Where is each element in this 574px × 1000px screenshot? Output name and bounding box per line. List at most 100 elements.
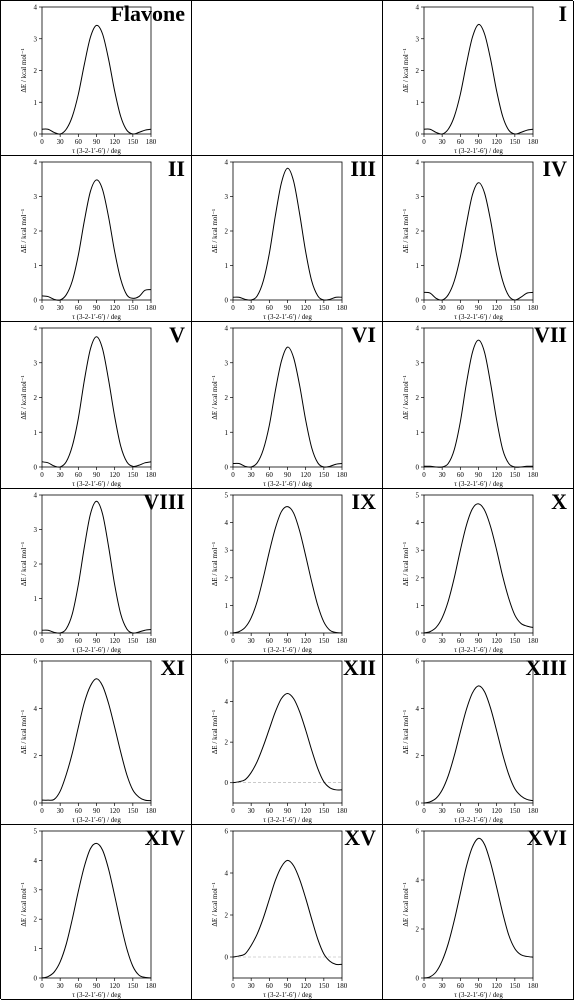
x-tick-label: 30 [439,637,447,645]
y-tick-label: 4 [416,877,420,885]
y-axis-label: ΔE / kcal mol⁻¹ [402,542,410,586]
x-tick-label: 120 [300,304,311,312]
y-tick-label: 2 [34,394,38,402]
chart-panel [192,1,383,156]
panel-label: XVI [526,825,567,850]
x-tick-label: 120 [491,982,502,990]
y-tick-label: 1 [34,595,38,603]
y-axis-label: ΔE / kcal mol⁻¹ [20,882,28,926]
y-tick-label: 0 [225,954,229,962]
x-tick-label: 120 [491,807,502,815]
chart-svg: 0 1 2 3 4 5 0 30 60 90 120 150 180 τ (3-2-1′-6′) / de… [20,828,157,1000]
y-axis-label: ΔE / kcal mol⁻¹ [20,542,28,586]
y-tick-label: 2 [416,752,420,760]
energy-curve [232,859,343,966]
x-tick-label: 0 [40,138,44,146]
x-tick-label: 30 [439,304,447,312]
x-axis-label: τ (3-2-1′-6′) / deg [454,816,503,824]
chart-panel: 0 1 2 3 4 5 0 30 60 90 120 150 180 τ (3-2-1′-6′) / de… [192,489,383,655]
x-tick-label: 0 [40,807,44,815]
y-tick-label: 1 [225,602,229,610]
y-tick-label: 3 [34,886,38,894]
y-axis-label: ΔE / kcal mol⁻¹ [402,882,410,926]
x-tick-label: 0 [231,637,235,645]
panel-label: XIV [144,825,185,850]
energy-curve [423,23,534,135]
x-tick-label: 90 [93,304,101,312]
x-tick-label: 60 [266,304,274,312]
plot-frame [423,327,534,468]
x-tick-label: 150 [319,982,330,990]
x-tick-label: 60 [75,637,83,645]
x-tick-label: 0 [422,637,426,645]
x-axis-label: τ (3-2-1′-6′) / deg [263,480,312,488]
x-tick-label: 60 [457,471,465,479]
y-tick-label: 2 [34,752,38,760]
chart-svg: 0 1 2 3 4 0 30 60 90 120 150 180 τ (3-2-1′-6′) / deg… [211,159,348,322]
x-tick-label: 150 [128,471,139,479]
x-tick-label: 0 [231,807,235,815]
chart-panel: 0 2 4 6 0 30 60 90 120 150 180 τ (3-2-1′-6′) / deg Δ… [192,655,383,825]
x-tick-label: 60 [457,982,465,990]
x-tick-label: 0 [422,138,426,146]
energy-curve [41,842,152,979]
x-tick-label: 180 [337,982,348,990]
x-tick-label: 180 [146,471,157,479]
y-tick-label: 5 [416,492,420,500]
x-tick-label: 30 [57,982,65,990]
x-tick-label: 90 [93,637,101,645]
plot-frame [423,660,534,804]
x-tick-label: 90 [475,304,483,312]
chart-panel: 0 2 4 6 0 30 60 90 120 150 180 τ (3-2-1′-6′) / deg Δ… [383,655,574,825]
panel-label: V [169,322,185,347]
x-tick-label: 120 [109,304,120,312]
x-tick-label: 90 [475,807,483,815]
x-tick-label: 180 [146,807,157,815]
x-tick-label: 30 [248,637,256,645]
x-tick-label: 30 [439,138,447,146]
y-tick-label: 4 [34,857,38,865]
x-tick-label: 90 [475,982,483,990]
y-axis-label: ΔE / kcal mol⁻¹ [211,375,219,419]
y-tick-label: 6 [34,658,38,666]
x-tick-label: 180 [146,982,157,990]
x-tick-label: 120 [491,304,502,312]
x-tick-label: 60 [75,807,83,815]
y-tick-label: 0 [416,131,420,139]
y-tick-label: 4 [416,159,420,167]
x-tick-label: 90 [475,471,483,479]
y-axis-label: ΔE / kcal mol⁻¹ [20,209,28,253]
x-tick-label: 180 [337,807,348,815]
y-tick-label: 1 [416,99,420,107]
x-tick-label: 0 [40,304,44,312]
plot-frame [41,6,152,135]
x-tick-label: 120 [109,471,120,479]
x-tick-label: 90 [284,637,292,645]
x-tick-label: 120 [300,807,311,815]
x-tick-label: 120 [300,982,311,990]
x-tick-label: 150 [510,304,521,312]
y-tick-label: 0 [416,297,420,305]
panel-label: IX [351,489,376,514]
y-tick-label: 6 [225,828,229,836]
x-axis-label: τ (3-2-1′-6′) / deg [454,313,503,321]
y-tick-label: 4 [225,519,229,527]
energy-curve [423,503,534,634]
x-tick-label: 60 [266,982,274,990]
x-tick-label: 120 [109,982,120,990]
chart-svg: 0 1 2 3 4 0 30 60 90 120 150 180 τ (3-2-1′-6′) / deg… [402,159,539,322]
x-axis-label: τ (3-2-1′-6′) / deg [72,147,121,155]
y-tick-label: 1 [416,262,420,270]
y-tick-label: 1 [34,99,38,107]
y-tick-label: 6 [416,828,420,836]
y-tick-label: 2 [225,912,229,920]
x-tick-label: 60 [75,471,83,479]
y-tick-label: 3 [416,193,420,201]
x-tick-label: 30 [439,471,447,479]
x-tick-label: 0 [422,807,426,815]
y-tick-label: 5 [225,492,229,500]
x-tick-label: 0 [422,304,426,312]
x-tick-label: 0 [231,304,235,312]
